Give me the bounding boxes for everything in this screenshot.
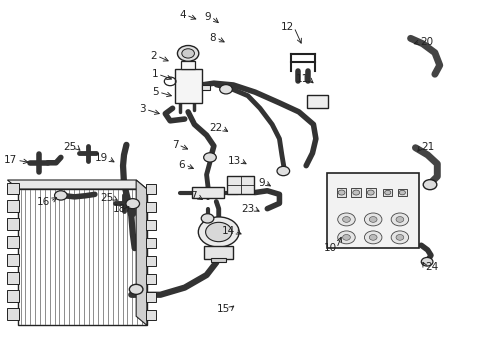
Bar [145,220,155,230]
Polygon shape [136,180,146,325]
Circle shape [337,231,354,244]
Bar [145,274,155,284]
Circle shape [338,190,345,195]
Circle shape [182,49,194,58]
Circle shape [352,190,359,195]
Circle shape [219,85,232,94]
Circle shape [205,222,231,242]
Circle shape [203,153,216,162]
Circle shape [129,284,142,294]
Circle shape [395,217,403,222]
Bar [226,176,253,194]
Text: 5: 5 [152,87,159,97]
Bar [326,173,419,248]
Bar [365,188,375,197]
Text: 23: 23 [241,204,254,214]
Circle shape [276,166,289,176]
Text: 4: 4 [179,10,186,20]
Circle shape [342,217,349,222]
Circle shape [366,190,373,195]
Bar [145,292,155,302]
Bar [175,69,202,103]
Circle shape [337,213,354,226]
Polygon shape [7,180,146,189]
Text: 7: 7 [190,191,197,201]
Circle shape [422,180,436,190]
Bar [306,95,327,108]
Bar [145,256,155,266]
Bar [7,219,19,230]
Text: 19: 19 [95,153,108,163]
Circle shape [368,234,376,240]
Bar [211,258,225,262]
Bar [181,61,195,69]
Bar [202,85,210,90]
Text: 25: 25 [63,142,76,152]
Text: 17: 17 [4,155,17,165]
Bar [192,187,223,198]
Circle shape [342,234,349,240]
Bar [397,189,406,197]
Bar [383,189,391,197]
Circle shape [395,234,403,240]
Bar [145,184,155,194]
Bar [145,310,155,320]
Text: 15: 15 [216,304,229,314]
Circle shape [201,214,213,223]
Text: 11: 11 [295,74,308,84]
Bar [336,188,346,197]
Text: 9: 9 [204,12,211,22]
Text: 18: 18 [113,204,126,215]
Circle shape [364,231,381,244]
Bar [350,188,360,197]
Text: 14: 14 [221,226,234,236]
Text: 20: 20 [420,37,432,47]
Text: 8: 8 [209,33,216,42]
Text: 22: 22 [208,123,222,133]
Bar [7,236,19,248]
Circle shape [364,213,381,226]
Circle shape [198,217,239,247]
Text: 13: 13 [227,156,240,166]
Bar [7,183,19,194]
Circle shape [126,199,139,209]
Text: 3: 3 [139,104,145,114]
Bar [7,272,19,284]
Text: 25: 25 [100,193,113,203]
Bar [7,201,19,212]
Circle shape [390,231,408,244]
Circle shape [390,213,408,226]
Circle shape [368,217,376,222]
Bar [7,254,19,266]
Text: 10: 10 [323,243,336,253]
Text: 7: 7 [171,140,178,150]
Text: 21: 21 [421,142,434,152]
Circle shape [55,191,67,200]
Circle shape [421,257,432,266]
Text: 24: 24 [424,262,438,272]
Bar [7,308,19,320]
Text: 6: 6 [178,160,185,170]
Bar [7,290,19,302]
Text: 1: 1 [151,69,158,79]
Text: 16: 16 [37,197,50,207]
Bar [203,246,233,259]
Circle shape [177,45,199,61]
Circle shape [399,190,405,195]
Text: 2: 2 [150,51,157,61]
Text: 9: 9 [258,177,264,188]
Text: 12: 12 [280,22,293,32]
Bar [145,238,155,248]
Circle shape [384,190,390,195]
Bar [145,202,155,212]
